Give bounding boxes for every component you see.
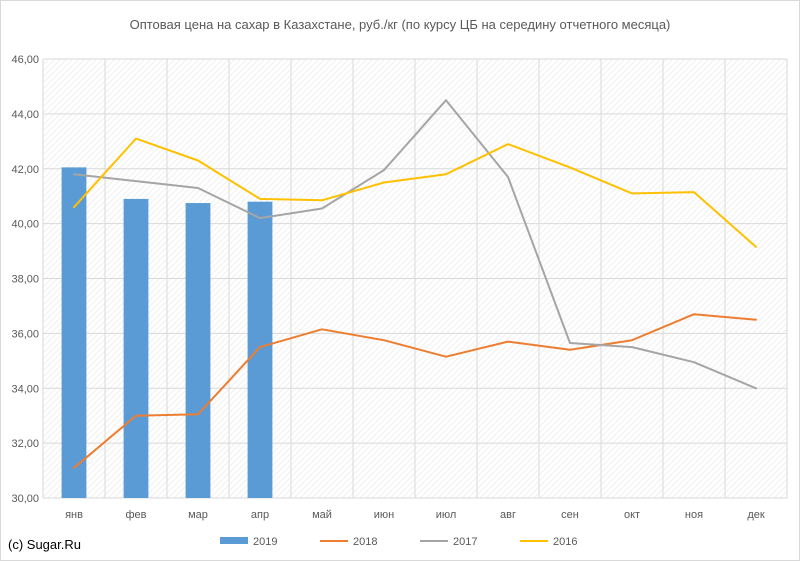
bar-2019-янв <box>61 167 87 499</box>
line-series-2016 <box>73 137 757 248</box>
line-series-2018 <box>73 313 757 469</box>
x-tick-label: июл <box>436 509 457 521</box>
x-tick-label: мар <box>188 509 208 521</box>
legend-label-2019: 2019 <box>253 536 277 548</box>
source-credit: (c) Sugar.Ru <box>8 537 81 552</box>
x-tick-label: июн <box>374 509 394 521</box>
y-tick-label: 42,00 <box>11 164 39 176</box>
legend-label-2017: 2017 <box>453 536 477 548</box>
x-tick-label: фев <box>125 509 146 521</box>
x-tick-label: окт <box>624 509 640 521</box>
y-tick-label: 32,00 <box>11 438 39 450</box>
x-tick-label: апр <box>251 509 269 521</box>
legend-marker-2019 <box>220 537 248 544</box>
y-tick-label: 36,00 <box>11 328 39 340</box>
y-tick-label: 44,00 <box>11 109 39 121</box>
x-tick-label: сен <box>561 509 579 521</box>
x-tick-label: май <box>312 509 332 521</box>
x-tick-label: дек <box>747 509 765 521</box>
bar-2019-апр <box>247 201 273 499</box>
bar-2019-мар <box>185 203 211 498</box>
y-tick-label: 40,00 <box>11 219 39 231</box>
chart-title: Оптовая цена на сахар в Казахстане, руб.… <box>130 17 671 32</box>
x-tick-label: янв <box>65 509 83 521</box>
y-tick-label: 46,00 <box>11 54 39 66</box>
x-tick-label: ноя <box>685 509 703 521</box>
x-tick-label: авг <box>500 509 516 521</box>
y-tick-label: 30,00 <box>11 493 39 505</box>
bar-2019-фев <box>123 198 149 498</box>
legend-label-2018: 2018 <box>353 536 377 548</box>
line-series-2017 <box>73 99 757 390</box>
y-tick-label: 38,00 <box>11 274 39 286</box>
legend-label-2016: 2016 <box>553 536 577 548</box>
y-tick-label: 34,00 <box>11 383 39 395</box>
